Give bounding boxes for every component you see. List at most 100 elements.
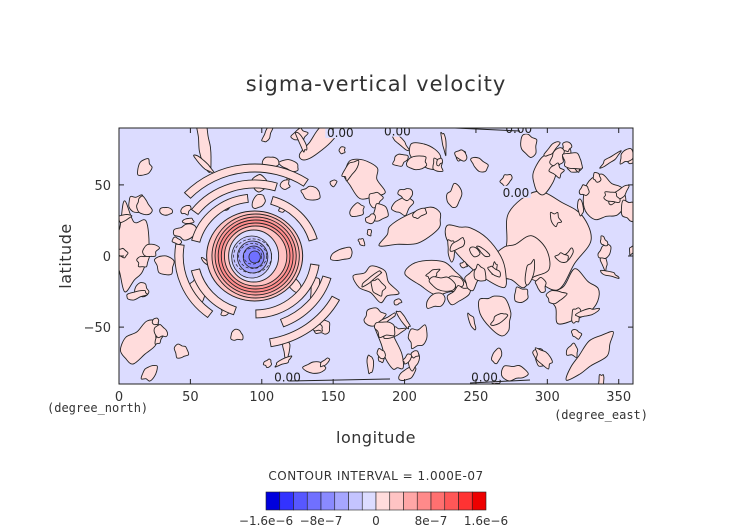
positive-contour-arc xyxy=(183,163,309,199)
y-tick-label: 50 xyxy=(94,179,111,194)
positive-contour-region xyxy=(570,329,583,340)
positive-contour-region xyxy=(534,276,547,293)
positive-contour-region xyxy=(151,317,160,326)
contour-label: 0.00 xyxy=(471,371,498,385)
positive-contour-region xyxy=(319,357,331,368)
positive-contour-arc xyxy=(255,263,320,319)
colorbar: −1.6e−6 −8e−7 0 8e−7 1.6e−6 xyxy=(239,491,508,528)
positive-contour-region xyxy=(126,290,148,301)
positive-contour-region xyxy=(329,179,338,188)
positive-contour-region xyxy=(407,324,428,350)
colorbar-swatch xyxy=(279,491,294,511)
positive-contour-region xyxy=(392,153,409,167)
x-tick-label: 0 xyxy=(115,390,123,405)
positive-contour-region xyxy=(341,159,360,182)
positive-contour-region xyxy=(230,328,244,341)
positive-contour-region xyxy=(295,131,308,153)
colorbar-swatch xyxy=(430,491,446,511)
y-tick-label: 0 xyxy=(103,250,111,265)
x-tick-label: 100 xyxy=(249,390,274,405)
positive-contour-arc xyxy=(279,275,332,328)
x-tick-label: 350 xyxy=(606,390,631,405)
colorbar-swatch xyxy=(348,491,363,511)
colorbar-tick-label: 8e−7 xyxy=(415,514,448,528)
positive-contour-region xyxy=(171,236,183,246)
colorbar-swatch xyxy=(293,491,308,511)
negative-contour-line xyxy=(243,247,262,265)
positive-contour-region xyxy=(490,313,509,326)
positive-contour-arc xyxy=(269,295,341,348)
positive-contour-region xyxy=(357,238,366,247)
positive-contour-region xyxy=(428,276,457,292)
colorbar-swatch xyxy=(389,491,404,511)
positive-contour-region xyxy=(142,243,160,258)
colorbar-tick-label: 1.6e−6 xyxy=(464,514,508,528)
positive-contour-region xyxy=(393,298,403,306)
colorbar-tick-label: −8e−7 xyxy=(300,514,343,528)
positive-contour-region xyxy=(371,203,389,222)
positive-contour-region xyxy=(620,199,633,223)
colorbar-swatch xyxy=(361,491,377,511)
positive-contour-region xyxy=(136,255,150,268)
colorbar-swatch xyxy=(416,491,432,511)
x-axis-label: longitude xyxy=(336,428,416,447)
chart-title: sigma-vertical velocity xyxy=(246,72,507,96)
positive-contour-region xyxy=(524,258,536,286)
positive-contour-region xyxy=(545,290,568,305)
positive-contour-arc xyxy=(190,179,278,216)
positive-contour-region xyxy=(454,149,468,162)
positive-contour-region xyxy=(629,245,633,256)
positive-contour-region xyxy=(159,206,173,216)
positive-contour-region xyxy=(543,141,561,157)
positive-contour-region xyxy=(554,252,569,263)
positive-contour-region xyxy=(449,237,466,252)
positive-contour-region xyxy=(426,292,446,309)
positive-contour-arc xyxy=(191,193,249,243)
positive-contour-region xyxy=(548,162,565,179)
positive-contour-region xyxy=(119,200,150,293)
positive-contour-region xyxy=(338,146,346,155)
positive-contour-region xyxy=(492,235,551,289)
x-tick-label: 300 xyxy=(535,390,560,405)
positive-contour-region xyxy=(279,179,291,190)
contour-interval-text: CONTOUR INTERVAL = 1.000E-07 xyxy=(268,469,483,483)
positive-contour-region xyxy=(364,213,376,225)
positive-contour-region xyxy=(565,342,579,358)
colorbar-swatch xyxy=(471,491,487,511)
positive-contour-region xyxy=(534,347,553,370)
positive-contour-region xyxy=(136,195,153,216)
contour-label-backdrop xyxy=(382,128,413,137)
positive-contour-region xyxy=(599,150,622,169)
positive-contour-region xyxy=(196,128,212,173)
positive-contour-region xyxy=(330,246,353,261)
positive-contour-region xyxy=(251,194,266,209)
positive-contour-region xyxy=(137,158,153,176)
positive-contour-region xyxy=(262,358,273,368)
positive-contour-region xyxy=(440,131,447,157)
contour-label: 0.00 xyxy=(384,125,411,139)
positive-contour-region xyxy=(436,157,444,167)
colorbar-swatch xyxy=(403,491,418,511)
positive-contour-region xyxy=(619,147,633,165)
positive-contour-region xyxy=(366,228,372,237)
positive-contour-region xyxy=(366,354,375,375)
contour-label-backdrop xyxy=(325,128,356,139)
positive-contour-region xyxy=(376,347,386,360)
positive-contour-region xyxy=(520,133,538,158)
colorbar-swatch xyxy=(306,491,322,511)
x-tick-label: 150 xyxy=(321,390,346,405)
positive-contour-region xyxy=(300,185,321,201)
positive-contour-region xyxy=(478,295,512,337)
y-unit-label: (degree_north) xyxy=(47,401,148,415)
positive-contour-region xyxy=(476,245,491,258)
contour-label-backdrop xyxy=(500,185,531,198)
colorbar-tick-label: −1.6e−6 xyxy=(239,514,293,528)
positive-contour-region xyxy=(349,202,365,218)
positive-contour-region xyxy=(181,217,195,224)
colorbar-swatch xyxy=(265,491,281,511)
positive-contour-region xyxy=(395,310,411,330)
positive-contour-region xyxy=(598,374,605,384)
positive-contour-region xyxy=(361,270,383,288)
positive-contour-region xyxy=(597,243,612,259)
